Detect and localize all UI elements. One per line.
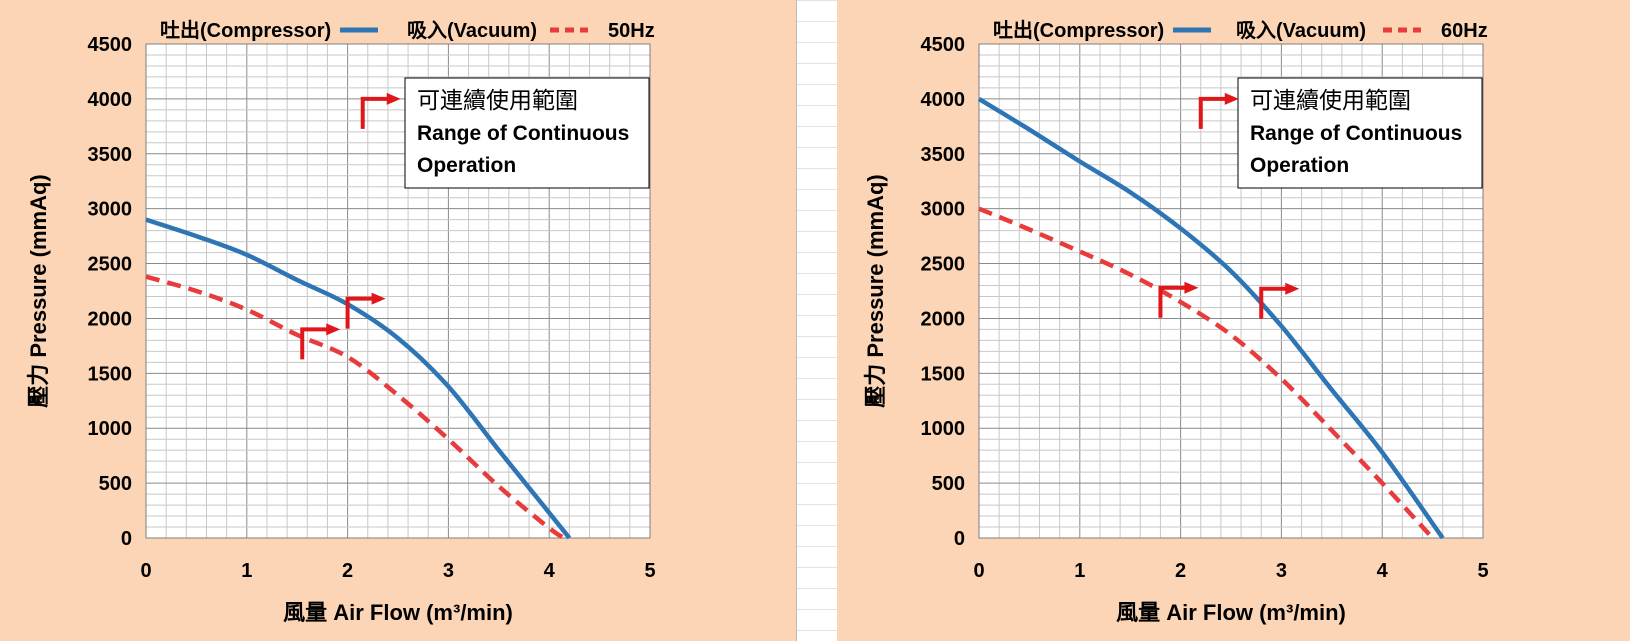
annotation-zh-text: 可連續使用範圍 — [1250, 88, 1411, 114]
x-tick-label: 5 — [1477, 560, 1488, 582]
y-tick-label: 3500 — [88, 144, 133, 166]
x-tick-label: 3 — [443, 560, 454, 582]
annotation-box — [404, 77, 650, 189]
range-marker-icon-head — [1184, 281, 1199, 294]
range-marker-icon-head — [1285, 282, 1300, 295]
y-tick-label: 1000 — [921, 418, 966, 440]
range-marker-icon-stem — [300, 327, 331, 360]
y-tick-label: 500 — [932, 473, 965, 495]
x-tick-label: 0 — [973, 560, 984, 582]
annotation-en-line2: Operation — [1250, 154, 1349, 177]
x-tick-label: 5 — [644, 560, 655, 582]
y-tick-label: 4500 — [921, 34, 966, 56]
y-tick-label: 2000 — [921, 308, 966, 330]
compressor-series-line — [145, 217, 572, 540]
y-tick-label: 2500 — [88, 254, 133, 276]
annotation-marker-icon-stem — [1198, 96, 1229, 129]
range-marker-icon-stem — [1259, 286, 1290, 319]
y-tick-label: 4000 — [88, 89, 133, 111]
annotation-zh-text: 可連續使用範圍 — [417, 88, 578, 114]
range-marker-icon-head — [371, 292, 386, 305]
plot-border — [978, 43, 1484, 539]
legend-vacuum-label: 吸入(Vacuum) — [1236, 19, 1366, 42]
y-axis-title: 壓力 Pressure (mmAq) — [26, 174, 51, 408]
range-marker-icon-stem — [345, 296, 376, 329]
plot-border — [145, 43, 651, 539]
range-marker-icon-stem — [1158, 285, 1189, 318]
y-tick-label: 1500 — [88, 363, 133, 385]
chart-50hz-svg: 0 1 2 3 4 5 0 500 1000 1500 2000 2500 3000 3500 4000 45… — [26, 19, 656, 625]
x-tick-label: 1 — [241, 560, 252, 582]
chart-60hz: 0 1 2 3 4 5 0 500 1000 1500 2000 2500 3000 3500 4000 45… — [837, 0, 1630, 641]
y-axis-title: 壓力 Pressure (mmAq) — [863, 174, 888, 408]
x-tick-label: 4 — [544, 560, 556, 582]
vacuum-series-line — [978, 206, 1435, 540]
y-tick-label: 4000 — [921, 89, 966, 111]
compressor-series-line — [977, 96, 1445, 540]
frequency-label: 50Hz — [608, 20, 655, 42]
annotation-marker-icon-head — [1224, 92, 1239, 105]
y-tick-label: 3500 — [921, 144, 966, 166]
x-tick-label: 3 — [1276, 560, 1287, 582]
x-tick-label: 2 — [342, 560, 353, 582]
annotation-marker-icon-stem — [360, 96, 391, 129]
vacuum-series-line — [145, 274, 566, 540]
y-tick-label: 4500 — [88, 34, 133, 56]
x-tick-label: 1 — [1074, 560, 1085, 582]
x-tick-label: 4 — [1377, 560, 1389, 582]
x-axis-title: 風量 Air Flow (m³/min) — [1116, 600, 1346, 625]
spreadsheet-background — [797, 0, 837, 641]
y-tick-label: 2000 — [88, 308, 133, 330]
legend-compressor-label: 吐出(Compressor) — [160, 19, 331, 42]
y-tick-label: 3000 — [921, 199, 966, 221]
legend-vacuum-label: 吸入(Vacuum) — [407, 19, 537, 42]
legend-compressor-label: 吐出(Compressor) — [993, 19, 1164, 42]
frequency-label: 60Hz — [1441, 20, 1488, 42]
x-tick-label: 0 — [140, 560, 151, 582]
x-axis-title: 風量 Air Flow (m³/min) — [283, 600, 513, 625]
annotation-en-line1: Range of Continuous — [1250, 122, 1462, 145]
y-tick-label: 1000 — [88, 418, 133, 440]
chart-60hz-svg: 0 1 2 3 4 5 0 500 1000 1500 2000 2500 3000 3500 4000 45… — [863, 19, 1489, 625]
y-tick-label: 2500 — [921, 254, 966, 276]
annotation-box — [1237, 77, 1483, 189]
y-tick-label: 1500 — [921, 363, 966, 385]
chart-50hz: 0 1 2 3 4 5 0 500 1000 1500 2000 2500 3000 3500 4000 45… — [0, 0, 797, 641]
y-tick-label: 0 — [954, 528, 965, 550]
y-tick-label: 0 — [121, 528, 132, 550]
x-tick-label: 2 — [1175, 560, 1186, 582]
y-tick-label: 500 — [99, 473, 132, 495]
annotation-marker-icon-head — [386, 92, 401, 105]
range-marker-icon-head — [326, 323, 341, 336]
annotation-en-line1: Range of Continuous — [417, 122, 629, 145]
y-tick-label: 3000 — [88, 199, 133, 221]
annotation-en-line2: Operation — [417, 154, 516, 177]
